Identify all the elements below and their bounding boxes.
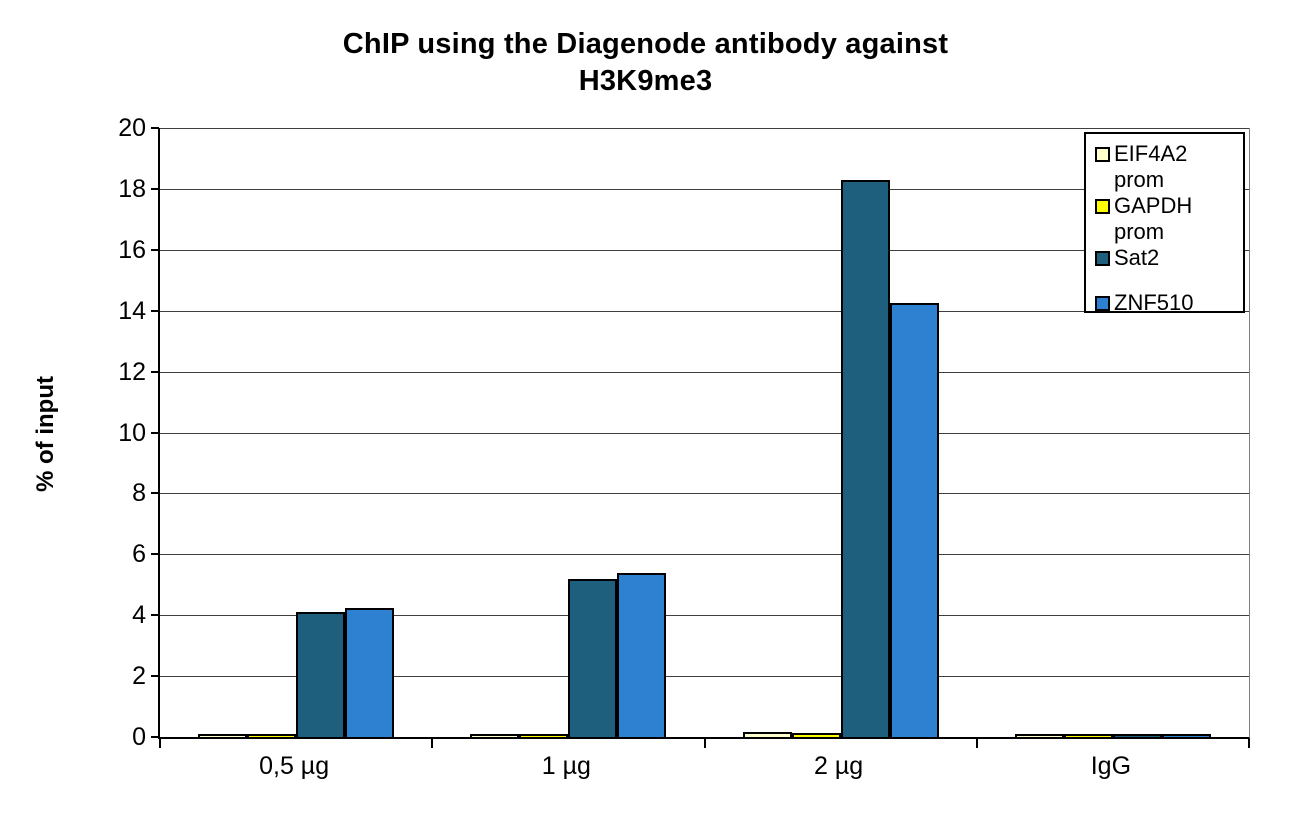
bar-znf510-2 xyxy=(889,303,939,737)
x-axis-tick xyxy=(431,739,434,748)
x-tick-label: 0,5 µg xyxy=(259,752,330,780)
bar-eif4a2-prom-3 xyxy=(1014,734,1064,737)
gridline xyxy=(160,676,1249,678)
legend-label: Sat2 xyxy=(1114,245,1160,270)
y-axis-title: % of input xyxy=(32,376,59,492)
bar-sat2-0 xyxy=(296,612,346,737)
bar-eif4a2-prom-0 xyxy=(198,734,248,737)
y-axis-tick xyxy=(151,127,159,129)
y-tick-label: 10 xyxy=(118,418,146,447)
y-axis-tick xyxy=(151,553,159,556)
y-tick-label: 16 xyxy=(118,235,146,264)
bar-sat2-2 xyxy=(840,179,890,737)
legend-swatch-icon xyxy=(1095,147,1110,162)
y-axis-tick xyxy=(151,492,159,495)
x-axis-tick xyxy=(703,739,706,748)
y-tick-label: 14 xyxy=(118,296,146,325)
legend-item-eif4a2-prom: EIF4A2 prom xyxy=(1095,141,1239,193)
bar-eif4a2-prom-1 xyxy=(470,734,520,737)
legend: EIF4A2 prom GAPDH prom Sat2 ZNF510 xyxy=(1084,132,1245,316)
y-tick-label: 12 xyxy=(118,357,146,386)
x-tick-label: IgG xyxy=(1090,752,1132,780)
bar-gapdh-prom-2 xyxy=(791,733,841,737)
legend-swatch-icon xyxy=(1095,251,1110,266)
bar-znf510-0 xyxy=(345,607,395,737)
y-tick-label: 6 xyxy=(132,540,146,569)
legend-label: GAPDH prom xyxy=(1114,193,1193,244)
y-tick-label: 8 xyxy=(132,479,146,508)
gridline xyxy=(160,432,1249,434)
y-axis-tick xyxy=(151,675,159,678)
x-axis-tick xyxy=(159,739,161,748)
y-axis-tick xyxy=(151,431,159,434)
gridline xyxy=(160,310,1249,312)
legend-item-znf510: ZNF510 xyxy=(1095,290,1239,316)
bar-gapdh-prom-1 xyxy=(519,734,569,737)
plot-area xyxy=(151,127,1250,748)
gridline xyxy=(160,493,1249,495)
legend-label: EIF4A2 prom xyxy=(1114,141,1188,192)
bar-sat2-1 xyxy=(568,578,618,737)
y-axis-tick xyxy=(151,614,159,617)
y-axis-tick xyxy=(151,309,159,312)
gridline xyxy=(160,615,1249,617)
gridline xyxy=(160,249,1249,251)
y-axis-tick xyxy=(151,736,159,738)
legend-label: ZNF510 xyxy=(1114,290,1194,315)
gridline xyxy=(160,371,1249,373)
gridline xyxy=(160,554,1249,556)
y-axis-tick xyxy=(151,370,159,373)
bar-znf510-1 xyxy=(617,572,667,737)
bar-znf510-3 xyxy=(1161,734,1211,737)
gridline xyxy=(160,128,1249,129)
x-axis-tick xyxy=(975,739,978,748)
x-axis-tick xyxy=(1248,739,1250,748)
bar-gapdh-prom-0 xyxy=(247,734,297,737)
y-tick-label: 4 xyxy=(132,601,146,630)
y-tick-label: 18 xyxy=(118,174,146,203)
y-tick-label: 0 xyxy=(132,723,146,751)
y-tick-label: 20 xyxy=(118,114,146,142)
y-axis-tick xyxy=(151,248,159,251)
bar-eif4a2-prom-2 xyxy=(742,732,792,737)
y-tick-label: 2 xyxy=(132,662,146,691)
bar-gapdh-prom-3 xyxy=(1063,734,1113,737)
x-tick-label: 1 µg xyxy=(541,752,591,780)
chart-title-line2: H3K9me3 xyxy=(578,65,713,97)
gridline xyxy=(160,188,1249,190)
legend-item-sat2: Sat2 xyxy=(1095,245,1239,271)
legend-item-gapdh-prom: GAPDH prom xyxy=(1095,193,1239,245)
legend-swatch-icon xyxy=(1095,296,1110,311)
y-axis-tick xyxy=(151,187,159,190)
legend-swatch-icon xyxy=(1095,199,1110,214)
x-tick-label: 2 µg xyxy=(814,752,864,780)
chart-title: ChIP using the Diagenode antibody agains… xyxy=(0,26,1291,100)
chart-title-line1: ChIP using the Diagenode antibody agains… xyxy=(342,28,949,60)
bar-sat2-3 xyxy=(1112,734,1162,737)
